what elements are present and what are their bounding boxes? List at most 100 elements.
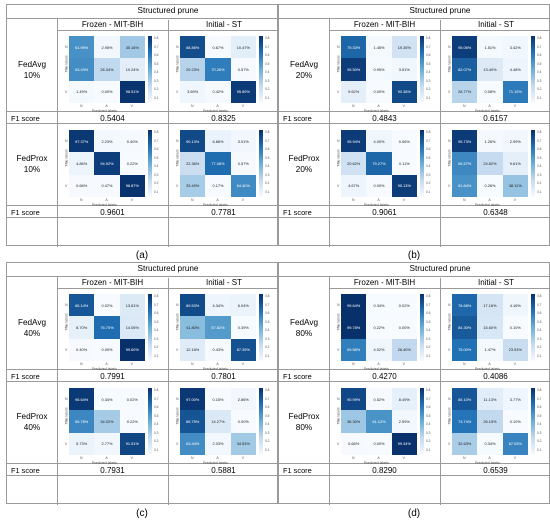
f1-score-value: 0.6539 [483,466,508,475]
row-tick-label: N [448,303,451,307]
row-tick-label: A [337,419,340,424]
matrix-cell: 0.34% [366,294,392,317]
matrix-cell: 77.08% [205,152,231,175]
col-tick-label: V [402,362,405,366]
matrix-grid: 97.37% 2.23% 0.40% 4.86% 94.92% 0.22% 0.66% 0.4… [69,130,145,197]
x-axis-label: Predicted labels [475,367,500,371]
matrix-cell: 90.99% [341,388,367,411]
row-tick-label: V [337,183,340,188]
colorbar-tick: 0.1 [154,353,159,358]
colorbar-tick: 0.7 [426,44,431,49]
colorbar-tick: 0.2 [426,345,431,349]
colorbar-tick: 0.5 [537,61,542,66]
matrix-cell: 0.02% [119,388,145,411]
col-tick-label: V [402,456,405,460]
matrix-cell: 0.10% [502,410,528,433]
matrix-cell: 32.63% [452,432,478,455]
colorbar-tick: 0.8 [537,130,542,134]
colorbar-tick: 0.2 [537,345,542,349]
matrix-grid: 79.33% 1.45% 19.35% 95.50% 0.99% 3.51% 9.62% 0.… [341,36,417,103]
matrix-cell: 10.24% [119,58,145,81]
colorbar-tick: 0.8 [154,294,159,298]
confusion-matrix: True labels N N A A V V Predicted labels 90.99% 0… [332,384,438,468]
colorbar [420,294,424,361]
colorbar [259,130,263,197]
matrix-cell: 17.16% [477,294,503,317]
panel-frame: Structured prune Frozen - MIT-BIH Initial … [278,262,550,505]
f1-score-value: 0.5404 [100,114,125,123]
row-tick-label: N [448,139,451,143]
confusion-matrix: True labels N N A A V V Predicted labels 79.33% 1… [332,32,438,116]
colorbar-tick: 0.6 [265,311,270,315]
colorbar [148,36,152,103]
colorbar [259,294,263,361]
matrix-cell: 8.70% [69,316,95,339]
matrix-cell: 0.02% [94,294,120,317]
matrix-grid: 95.94% 4.00% 0.06% 20.62% 79.27% 0.11% 4.67% 0.… [341,130,417,197]
col-tick-label: V [130,456,133,460]
confusion-matrix: True labels N N A A V V Predicted labels 99.64% 0… [332,290,438,374]
col-tick-label: V [513,456,516,460]
row-tick-label: V [176,89,179,94]
matrix-cell: 2.86% [230,388,256,411]
colorbar-tick: 0.8 [426,130,431,134]
matrix-cell: 96.64% [69,388,95,411]
f1-score-label: F1 score [11,466,40,475]
matrix-cell: 63.43% [69,58,95,81]
method-label: FedAvg 40% [7,317,57,339]
col-tick-label: N [191,104,194,108]
colorbar-tick: 0.8 [154,36,159,40]
colorbar-tick: 0.7 [537,302,542,307]
row-tick-label: A [448,67,451,72]
colorbar-tick: 0.6 [154,405,159,409]
method-label: FedProx 80% [279,411,329,433]
column-header: Frozen - MIT-BIH [81,278,144,287]
method-label: FedAvg 20% [279,59,329,81]
confusion-matrix: True labels N N A A V V Predicted labels 88.86% 0… [171,32,277,116]
matrix-cell: 9.61% [502,152,528,175]
confusion-matrix: True labels N N A A V V Predicted labels 95.73% 1… [443,126,549,210]
colorbar-tick: 0.3 [265,430,270,435]
col-tick-label: V [130,198,133,202]
col-tick-label: N [191,198,194,202]
panel-title: Structured prune [137,264,199,273]
row-tick-label: A [65,67,68,72]
row-tick-label: N [176,45,179,49]
confusion-matrix: True labels N N A A V V Predicted labels 61.99% 2… [60,32,166,116]
col-tick-label: A [488,104,491,108]
matrix-cell: 10.47% [230,36,256,59]
colorbar-tick: 0.6 [265,53,270,57]
matrix-cell: 84.30% [452,316,478,339]
colorbar-tick: 0.2 [426,181,431,185]
matrix-cell: 2.95% [94,36,120,59]
colorbar-tick: 0.4 [154,164,159,168]
matrix-cell: 0.39% [230,316,256,339]
colorbar-tick: 0.8 [537,36,542,40]
matrix-cell: 0.52% [366,388,392,411]
row-tick-label: A [176,325,179,330]
colorbar-tick: 0.8 [426,294,431,298]
matrix-cell: 0.42% [205,80,231,103]
matrix-cell: 28.77% [452,80,478,103]
matrix-cell: 99.64% [341,294,367,317]
colorbar-tick: 0.3 [426,78,431,83]
matrix-cell: 65.78% [69,410,95,433]
matrix-cell: 0.57% [230,152,256,175]
colorbar-tick: 0.7 [154,396,159,401]
colorbar-tick: 0.1 [265,189,270,194]
row-tick-label: V [448,441,451,446]
matrix-cell: 24.82% [477,152,503,175]
matrix-cell: 71.15% [502,80,528,103]
colorbar-tick: 0.8 [426,36,431,40]
colorbar-tick: 0.4 [154,422,159,426]
col-tick-label: N [352,104,355,108]
f1-score-value: 0.8290 [372,466,397,475]
matrix-cell: 29.23% [180,58,206,81]
col-tick-label: A [105,198,108,202]
matrix-cell: 0.08% [477,80,503,103]
matrix-cell: 3.51% [391,58,417,81]
colorbar-tick: 0.5 [426,413,431,418]
colorbar-tick: 0.2 [154,439,159,443]
colorbar-tick: 0.4 [537,70,542,74]
matrix-cell: 82.07% [452,58,478,81]
